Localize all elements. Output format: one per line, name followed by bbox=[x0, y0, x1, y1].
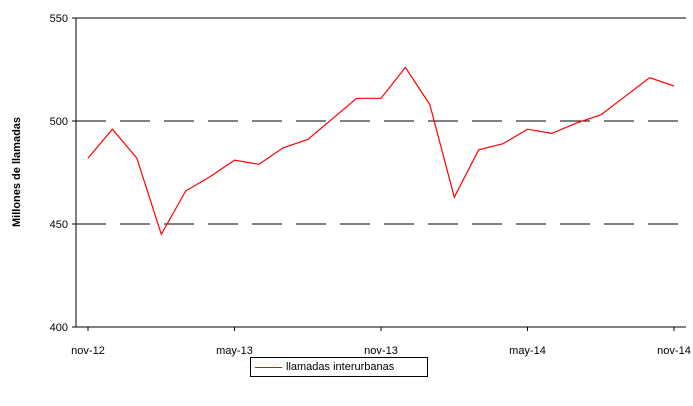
y-axis-label: Millones de llamadas bbox=[11, 117, 23, 227]
series-group bbox=[87, 66, 675, 236]
legend-swatch bbox=[255, 366, 282, 368]
x-tick-label-nov-14: nov-14 bbox=[657, 345, 691, 357]
legend: llamadas interurbanas bbox=[250, 357, 428, 377]
x-tick-label-may-14: may-14 bbox=[509, 345, 546, 357]
y-tick-label-400: 400 bbox=[50, 322, 68, 334]
legend-label: llamadas interurbanas bbox=[286, 361, 395, 373]
series-line-0 bbox=[87, 66, 675, 236]
x-tick-label-nov-13: nov-13 bbox=[364, 345, 398, 357]
x-axis-ticks: nov-12 may-13 nov-13 may-14 nov-14 bbox=[71, 327, 691, 357]
y-tick-label-550: 550 bbox=[50, 13, 68, 25]
y-tick-label-450: 450 bbox=[50, 219, 68, 231]
axes bbox=[75, 18, 686, 328]
gridlines bbox=[76, 17, 686, 225]
x-tick-label-nov-12: nov-12 bbox=[71, 345, 105, 357]
y-axis-ticks: 400 450 500 550 bbox=[50, 13, 76, 334]
x-tick-label-may-13: may-13 bbox=[216, 345, 253, 357]
y-tick-label-500: 500 bbox=[50, 116, 68, 128]
